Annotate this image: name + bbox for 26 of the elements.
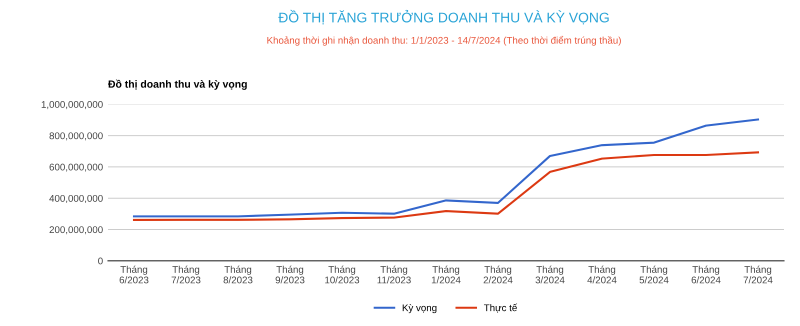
x-tick-label: Tháng 4/2024 xyxy=(587,266,617,284)
x-tick-label: Tháng 8/2023 xyxy=(224,266,252,284)
line-series xyxy=(132,118,760,218)
line-series xyxy=(132,151,760,222)
y-tick-label: 400,000,000 xyxy=(49,194,103,203)
x-tick-label: Tháng 1/2024 xyxy=(432,266,461,284)
chart-title: ĐỒ THỊ TĂNG TRƯỞNG DOANH THU VÀ KỲ VỌNG xyxy=(278,10,609,24)
y-tick-label: 200,000,000 xyxy=(50,226,103,234)
x-tick-label: Tháng 2/2024 xyxy=(484,266,513,284)
x-tick-label: Tháng 5/2024 xyxy=(640,266,669,284)
x-tick-label: Tháng 3/2024 xyxy=(536,266,565,284)
y-axis-title: Đồ thị doanh thu và kỳ vọng xyxy=(108,80,247,90)
legend-label: Kỳ vọng xyxy=(402,304,436,314)
x-tick-label: Tháng 7/2023 xyxy=(172,266,200,284)
x-tick-label: Tháng 6/2023 xyxy=(120,266,148,284)
y-tick-label: 0 xyxy=(98,258,103,264)
y-tick-label: 1,000,000,000 xyxy=(42,101,103,110)
x-tick-label: Tháng 6/2024 xyxy=(692,266,721,284)
y-tick-label: 800,000,000 xyxy=(50,132,103,140)
y-tick-label: 600,000,000 xyxy=(50,164,103,172)
x-tick-label: Tháng 10/2023 xyxy=(325,266,360,284)
chart-subtitle: Khoảng thời ghi nhận doanh thu: 1/1/2023 - 14/7/2024 (Theo thời điểm trúng thầu) xyxy=(267,36,621,46)
x-tick-label: Tháng 9/2023 xyxy=(276,266,304,284)
x-tick-label: Tháng 7/2024 xyxy=(744,266,773,284)
x-tick-label: Tháng 11/2023 xyxy=(378,266,411,284)
legend-label: Thực tế xyxy=(484,304,518,313)
